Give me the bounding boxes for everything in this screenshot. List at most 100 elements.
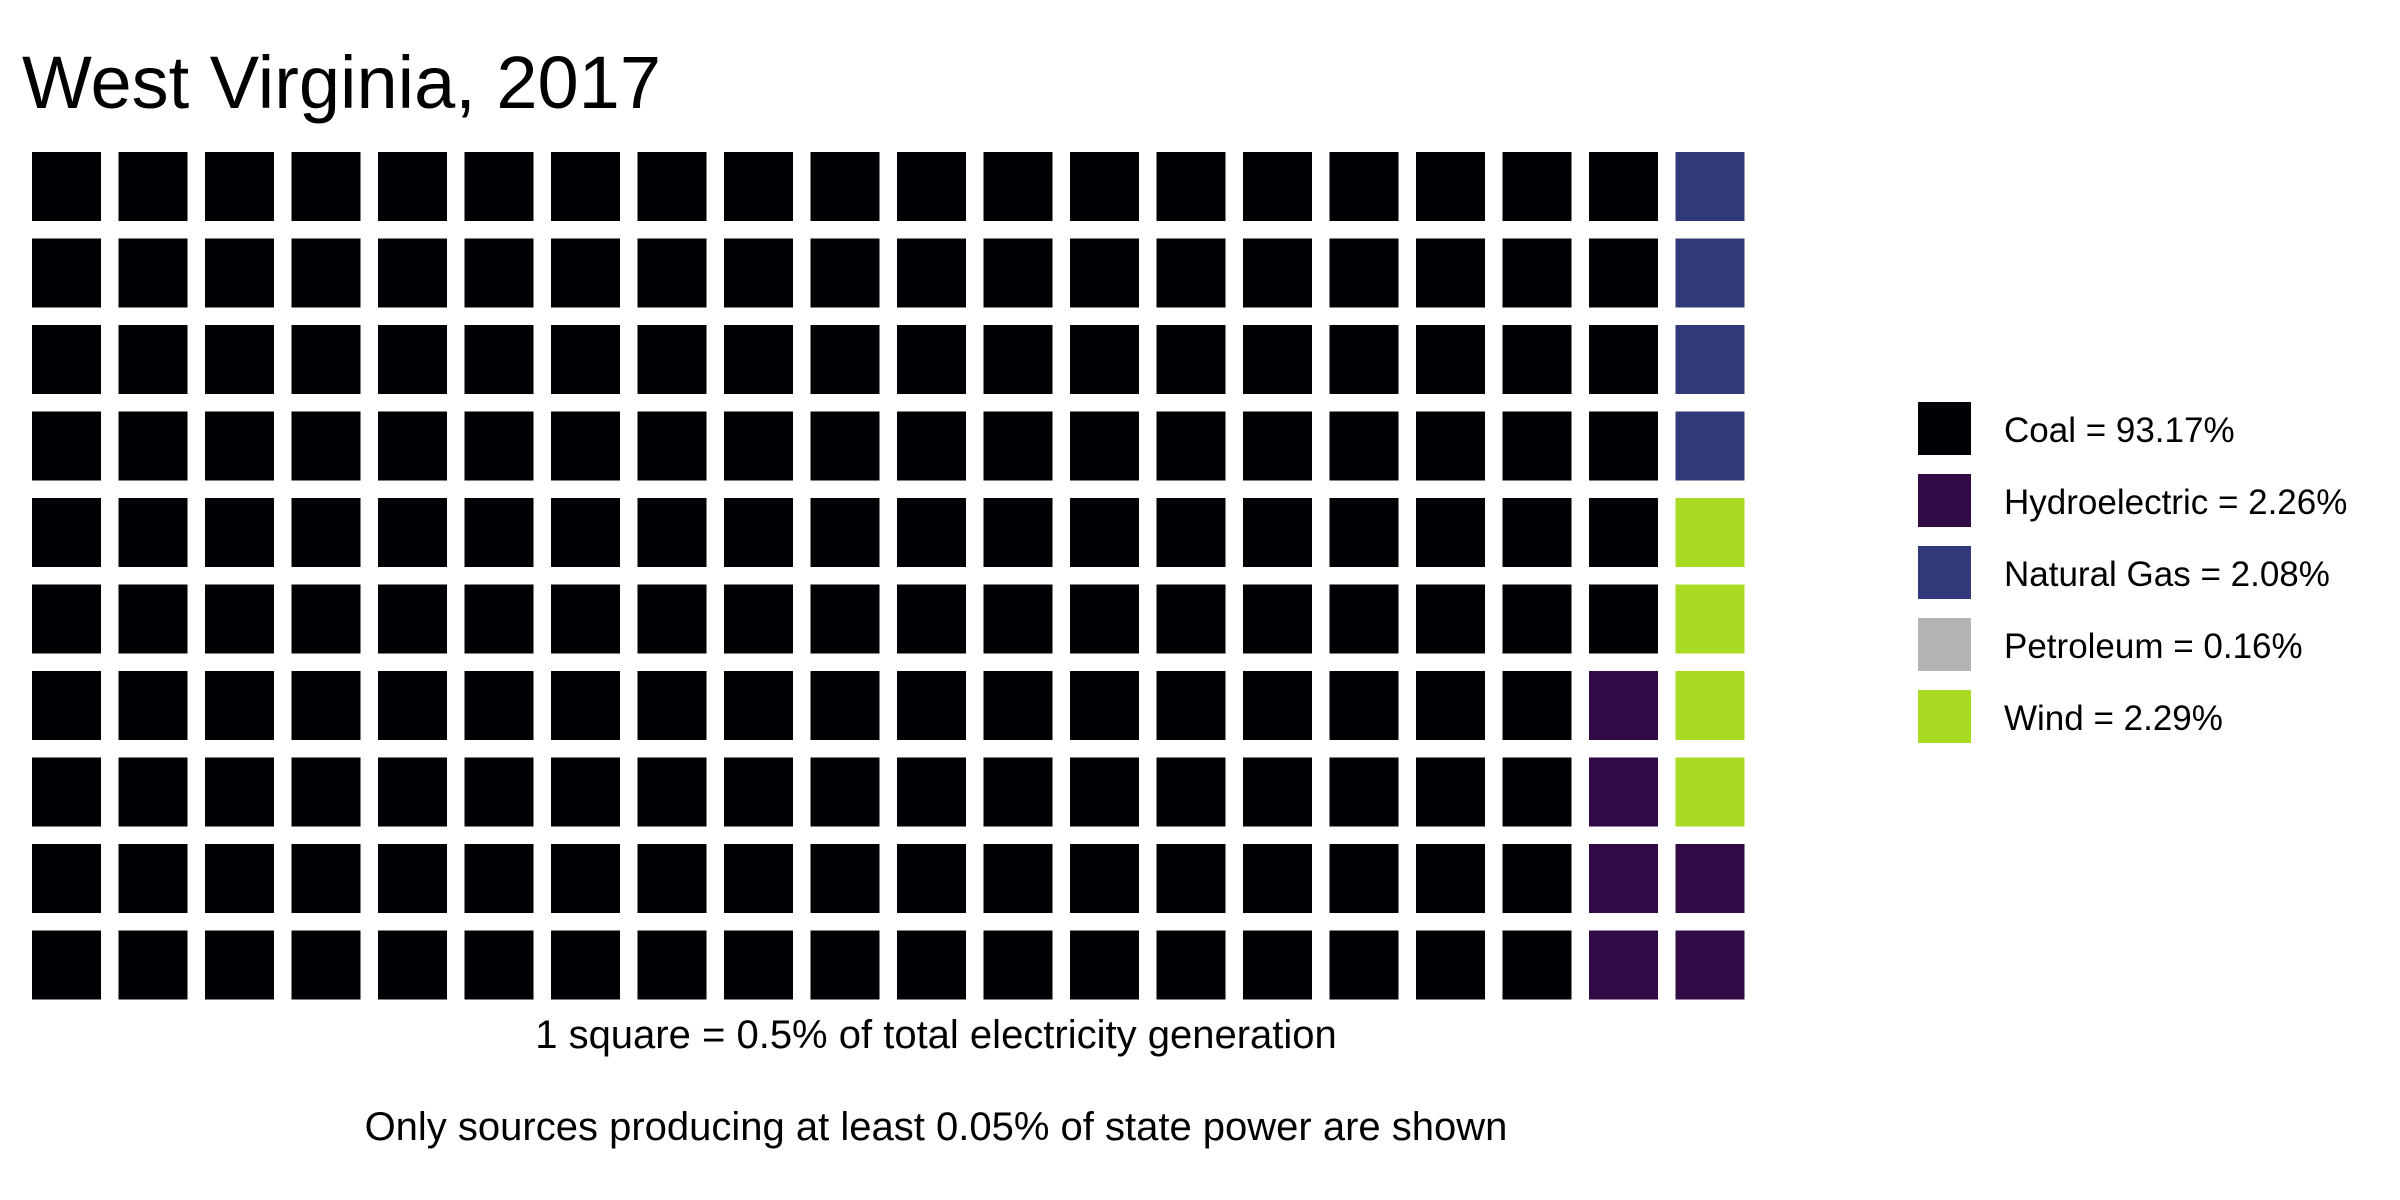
waffle-square-coal (1329, 238, 1399, 308)
waffle-square-coal (32, 325, 101, 394)
waffle-square-coal (291, 844, 361, 913)
waffle-square-coal (32, 930, 101, 1000)
waffle-square-coal (897, 152, 966, 221)
waffle-square-coal (464, 757, 534, 827)
waffle-square-coal (205, 325, 274, 394)
waffle-square-coal (637, 584, 707, 654)
waffle-square-coal (897, 757, 966, 827)
waffle-square-coal (118, 844, 188, 913)
waffle-square-coal (1502, 930, 1572, 1000)
waffle-square-coal (551, 671, 620, 740)
waffle-square-coal (637, 844, 707, 913)
waffle-square-hydroelectric (1675, 844, 1745, 913)
waffle-square-coal (1070, 498, 1139, 567)
waffle-square-coal (983, 844, 1053, 913)
waffle-square-coal (464, 671, 534, 740)
waffle-square-coal (983, 411, 1053, 481)
waffle-square-coal (291, 238, 361, 308)
waffle-square-coal (810, 930, 880, 1000)
waffle-square-coal (637, 325, 707, 394)
legend-label-natural-gas: Natural Gas = 2.08% (2004, 555, 2330, 594)
waffle-square-coal (1589, 238, 1658, 308)
waffle-square-natural-gas (1675, 325, 1745, 394)
waffle-square-coal (1416, 238, 1485, 308)
waffle-square-coal (1589, 498, 1658, 567)
waffle-square-coal (291, 325, 361, 394)
waffle-square-coal (1156, 757, 1226, 827)
waffle-square-coal (897, 411, 966, 481)
waffle-square-coal (291, 584, 361, 654)
waffle-square-coal (1243, 238, 1312, 308)
waffle-square-coal (378, 757, 447, 827)
legend-label-wind: Wind = 2.29% (2004, 699, 2223, 738)
waffle-square-coal (1416, 757, 1485, 827)
waffle-square-coal (637, 498, 707, 567)
waffle-square-coal (810, 238, 880, 308)
waffle-square-coal (118, 238, 188, 308)
waffle-square-coal (983, 930, 1053, 1000)
waffle-square-coal (118, 757, 188, 827)
waffle-square-hydroelectric (1589, 930, 1658, 1000)
waffle-square-coal (897, 498, 966, 567)
waffle-square-coal (205, 498, 274, 567)
waffle-square-coal (1156, 152, 1226, 221)
waffle-square-coal (1589, 411, 1658, 481)
waffle-square-coal (897, 930, 966, 1000)
caption-square-value: 1 square = 0.5% of total electricity gen… (535, 1013, 1337, 1057)
waffle-square-coal (551, 498, 620, 567)
waffle-square-coal (118, 411, 188, 481)
waffle-square-coal (1156, 584, 1226, 654)
waffle-square-coal (1416, 498, 1485, 567)
waffle-square-coal (291, 152, 361, 221)
waffle-square-coal (810, 671, 880, 740)
waffle-square-coal (1243, 757, 1312, 827)
waffle-square-coal (32, 411, 101, 481)
waffle-square-coal (897, 238, 966, 308)
waffle-square-coal (983, 584, 1053, 654)
waffle-square-coal (551, 757, 620, 827)
waffle-square-coal (810, 325, 880, 394)
waffle-square-coal (1416, 930, 1485, 1000)
waffle-square-coal (724, 671, 793, 740)
waffle-square-coal (378, 152, 447, 221)
waffle-square-coal (1243, 671, 1312, 740)
waffle-square-coal (1416, 671, 1485, 740)
waffle-square-coal (118, 152, 188, 221)
waffle-square-coal (1070, 238, 1139, 308)
waffle-square-coal (983, 757, 1053, 827)
waffle-square-coal (1243, 930, 1312, 1000)
waffle-square-coal (1156, 498, 1226, 567)
waffle-square-hydroelectric (1589, 671, 1658, 740)
waffle-square-coal (291, 930, 361, 1000)
legend-key-natural-gas (1918, 546, 1971, 599)
waffle-square-coal (1243, 152, 1312, 221)
waffle-square-coal (1502, 584, 1572, 654)
waffle-square-wind (1675, 757, 1745, 827)
waffle-square-coal (724, 844, 793, 913)
waffle-square-coal (1156, 325, 1226, 394)
waffle-square-coal (1416, 152, 1485, 221)
waffle-square-coal (983, 671, 1053, 740)
waffle-square-coal (1070, 411, 1139, 481)
waffle-square-coal (551, 844, 620, 913)
waffle-square-coal (551, 152, 620, 221)
waffle-square-hydroelectric (1675, 930, 1745, 1000)
waffle-square-coal (1416, 584, 1485, 654)
waffle-square-coal (724, 152, 793, 221)
waffle-square-coal (1329, 757, 1399, 827)
waffle-square-coal (637, 757, 707, 827)
waffle-square-coal (1502, 152, 1572, 221)
waffle-square-coal (810, 411, 880, 481)
waffle-square-coal (637, 238, 707, 308)
waffle-square-coal (1589, 325, 1658, 394)
waffle-square-coal (1502, 671, 1572, 740)
waffle-square-coal (464, 325, 534, 394)
waffle-square-coal (32, 757, 101, 827)
waffle-square-coal (1329, 152, 1399, 221)
waffle-square-coal (1329, 498, 1399, 567)
waffle-square-coal (724, 411, 793, 481)
waffle-square-coal (1329, 671, 1399, 740)
waffle-square-coal (118, 671, 188, 740)
chart-title: West Virginia, 2017 (22, 41, 661, 124)
caption-threshold-note: Only sources producing at least 0.05% of… (365, 1105, 1508, 1149)
